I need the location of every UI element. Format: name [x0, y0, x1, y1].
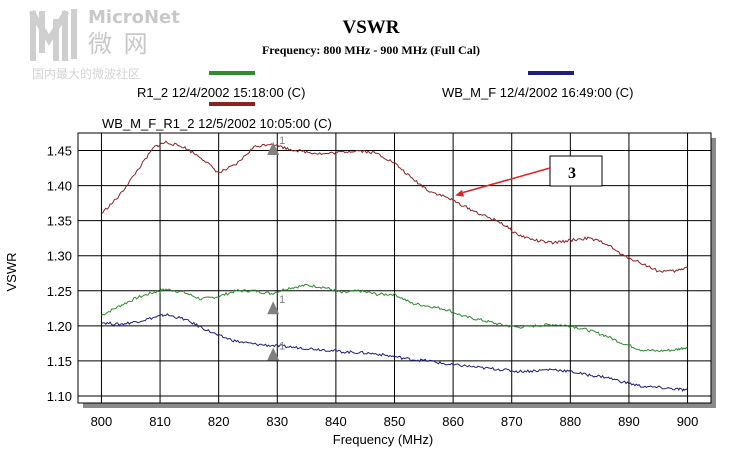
x-tick-label: 830	[266, 414, 288, 429]
x-tick-label: 880	[559, 414, 581, 429]
watermark-tagline: 国内最大的微波社区	[32, 66, 140, 81]
x-tick-label: 810	[149, 414, 171, 429]
marker-label-1: 1	[279, 294, 285, 306]
x-tick-label: 870	[501, 414, 523, 429]
legend-swatch-wb-m-f-r1-2	[209, 102, 255, 106]
y-tick-label: 1.40	[47, 179, 72, 194]
marker-label-2: 1	[279, 341, 285, 353]
series-line-1	[101, 313, 689, 392]
watermark-brand: MicroNet	[88, 7, 180, 28]
x-tick-label: 860	[442, 414, 464, 429]
chart-title: VSWR	[342, 17, 399, 38]
y-tick-label: 1.30	[47, 249, 72, 264]
x-tick-label: 900	[677, 414, 699, 429]
y-tick-label: 1.25	[47, 284, 72, 299]
annotation-label: 3	[568, 165, 576, 182]
y-tick-label: 1.20	[47, 319, 72, 334]
markers: 1 1 1	[267, 135, 285, 361]
x-tick-label: 850	[384, 414, 406, 429]
x-tick-labels: 800 810 820 830 840 850 860 870 880 890 900	[91, 414, 699, 429]
x-tick-label: 820	[208, 414, 230, 429]
y-axis-label: VSWR	[4, 253, 19, 292]
x-axis-label: Frequency (MHz)	[333, 432, 433, 447]
marker-triangle-2	[267, 347, 280, 361]
legend-swatch-wb-m-f	[528, 71, 574, 75]
y-tick-label: 1.45	[47, 144, 72, 159]
series-line-2	[101, 140, 688, 273]
legend-label-r1-2: R1_2 12/4/2002 15:18:00 (C)	[137, 85, 305, 100]
micronet-logo-icon	[28, 9, 77, 61]
marker-label-0: 1	[279, 135, 285, 147]
legend-swatch-r1-2	[209, 71, 255, 75]
series-line-0	[101, 283, 688, 353]
marker-triangle-0	[267, 142, 280, 156]
annotation-box	[549, 155, 603, 187]
y-tick-labels: 1.10 1.15 1.20 1.25 1.30 1.35 1.40 1.45	[47, 144, 72, 404]
marker-triangle-1	[267, 301, 280, 315]
legend-label-wb-m-f-r1-2: WB_M_F_R1_2 12/5/2002 10:05:00 (C)	[102, 116, 332, 131]
x-tick-label: 840	[325, 414, 347, 429]
annotation-arrow-head	[455, 189, 465, 197]
y-tick-label: 1.10	[47, 389, 72, 404]
x-tick-label: 890	[618, 414, 640, 429]
y-tick-label: 1.15	[47, 354, 72, 369]
x-tick-label: 800	[91, 414, 113, 429]
y-tick-label: 1.35	[47, 214, 72, 229]
micronet-watermark: MicroNet 微 网 国内最大的微波社区	[28, 7, 180, 81]
legend: R1_2 12/4/2002 15:18:00 (C) WB_M_F 12/4/…	[102, 71, 634, 131]
annotation: 3	[455, 155, 603, 197]
series-lines	[101, 140, 689, 392]
chart-subtitle: Frequency: 800 MHz - 900 MHz (Full Cal)	[262, 43, 480, 57]
annotation-arrow	[462, 167, 551, 194]
watermark-cn-name: 微 网	[88, 30, 150, 58]
legend-label-wb-m-f: WB_M_F 12/4/2002 16:49:00 (C)	[442, 85, 634, 100]
